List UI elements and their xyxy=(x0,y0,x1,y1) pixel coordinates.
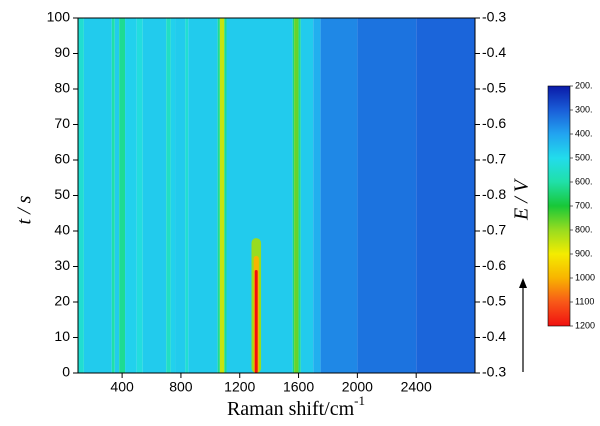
y2-tick-label: -0.4 xyxy=(482,44,506,60)
y-axis-title: t / s xyxy=(14,195,36,224)
heat-column xyxy=(300,18,314,373)
heat-column xyxy=(217,18,220,373)
heat-column xyxy=(119,18,126,373)
y2-tick-label: -0.3 xyxy=(482,9,506,25)
heat-column xyxy=(298,18,301,373)
heat-column xyxy=(224,18,227,373)
y2-tick-label: -0.6 xyxy=(482,257,506,273)
y2-tick-label: -0.6 xyxy=(482,115,506,131)
heat-column xyxy=(219,18,225,373)
heat-column xyxy=(83,18,112,373)
y-tick-label: 40 xyxy=(54,222,70,238)
y-tick-label: 50 xyxy=(54,186,70,202)
heat-column xyxy=(188,18,218,373)
heat-column xyxy=(170,18,176,373)
x-tick-label: 1600 xyxy=(283,379,314,395)
colorbar-tick-label: 300. xyxy=(575,104,593,114)
y-tick-label: 10 xyxy=(54,328,70,344)
x-tick-label: 1200 xyxy=(224,379,255,395)
x-tick-label: 2400 xyxy=(401,379,432,395)
y-tick-label: 90 xyxy=(54,44,70,60)
y2-tick-label: -0.8 xyxy=(482,186,506,202)
heat-column xyxy=(357,18,417,373)
heat-column xyxy=(175,18,186,373)
x-tick-label: 800 xyxy=(169,379,193,395)
y2-tick-label: -0.4 xyxy=(482,328,506,344)
y-tick-label: 20 xyxy=(54,293,70,309)
y-tick-label: 80 xyxy=(54,80,70,96)
colorbar-tick-label: 800. xyxy=(575,224,593,234)
colorbar-tick-label: 400. xyxy=(575,128,593,138)
colorbar-tick-label: 1100 xyxy=(575,296,594,306)
heat-column xyxy=(166,18,171,373)
heat-column xyxy=(78,18,84,373)
colorbar-tick-label: 200. xyxy=(575,80,593,90)
plot-area xyxy=(78,18,475,373)
colorbar-tick-label: 700. xyxy=(575,200,593,210)
x-axis-title: Raman shift/cm-1 xyxy=(227,393,365,420)
scan-arrow-head xyxy=(519,278,527,288)
heat-column xyxy=(185,18,189,373)
heat-column xyxy=(142,18,167,373)
y2-axis-title: E / V xyxy=(511,177,533,221)
y-tick-label: 60 xyxy=(54,151,70,167)
colorbar-tick-label: 500. xyxy=(575,152,593,162)
y-tick-label: 30 xyxy=(54,257,70,273)
heat-column xyxy=(292,18,295,373)
colorbar-tick-label: 900. xyxy=(575,248,593,258)
heat-column xyxy=(136,18,143,373)
heat-column xyxy=(320,18,358,373)
x-tick-label: 2000 xyxy=(342,379,373,395)
heat-column xyxy=(313,18,321,373)
heat-column xyxy=(294,18,299,373)
colorbar-tick-label: 1200 xyxy=(575,320,595,330)
x-tick-label: 400 xyxy=(110,379,134,395)
colorbar xyxy=(547,85,571,327)
hotspot xyxy=(254,270,258,373)
y2-tick-label: -0.5 xyxy=(482,293,506,309)
y2-tick-label: -0.7 xyxy=(482,222,506,238)
y2-tick-label: -0.7 xyxy=(482,151,506,167)
y-tick-label: 70 xyxy=(54,115,70,131)
y-tick-label: 100 xyxy=(47,9,71,25)
heat-column xyxy=(416,18,475,373)
y-tick-label: 0 xyxy=(62,364,70,380)
y2-tick-label: -0.3 xyxy=(482,364,506,380)
colorbar-tick-label: 1000 xyxy=(575,272,595,282)
heat-column xyxy=(114,18,120,373)
y2-tick-label: -0.5 xyxy=(482,80,506,96)
heat-column xyxy=(111,18,115,373)
colorbar-tick-label: 600. xyxy=(575,176,593,186)
heat-column xyxy=(125,18,137,373)
